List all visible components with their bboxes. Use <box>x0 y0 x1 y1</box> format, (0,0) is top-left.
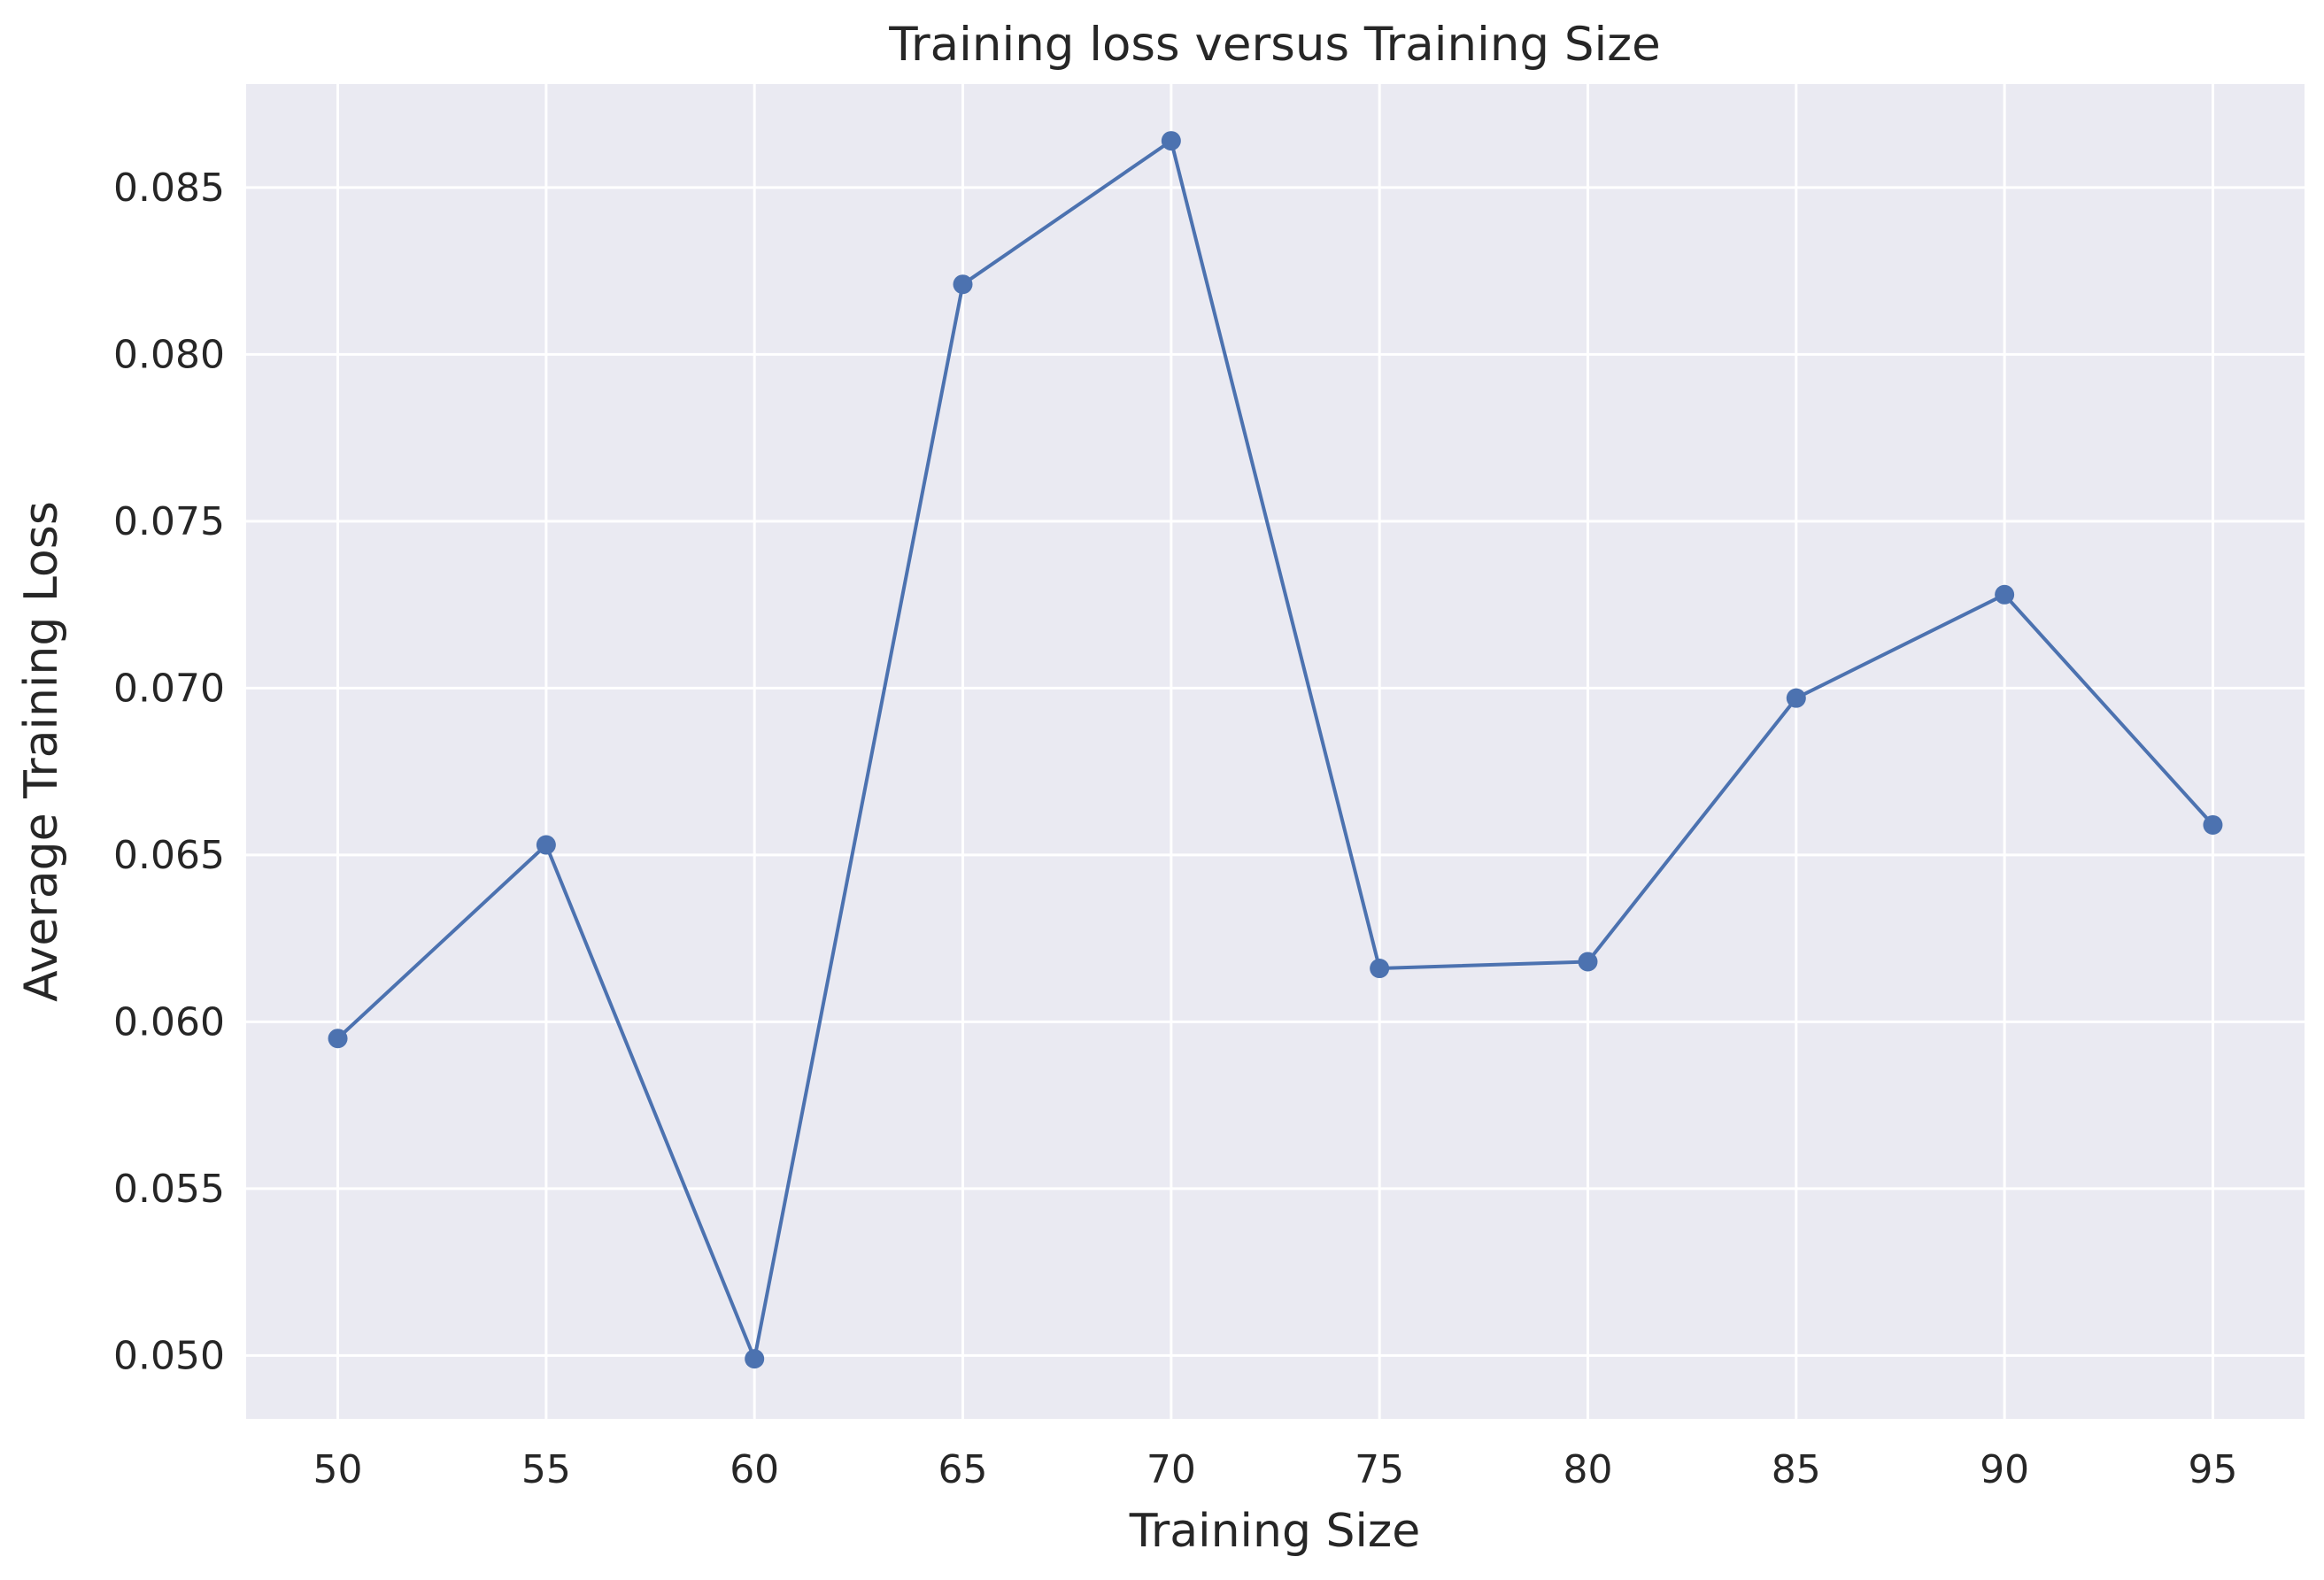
x-tick-label: 55 <box>521 1447 571 1492</box>
y-tick-labels: 0.050 0.055 0.060 0.065 0.070 0.075 0.080 0.085 <box>113 166 225 1379</box>
y-tick-label: 0.085 <box>113 166 225 211</box>
y-tick-label: 0.060 <box>113 999 225 1044</box>
y-tick-label: 0.050 <box>113 1333 225 1378</box>
data-point <box>328 1029 348 1049</box>
x-tick-label: 60 <box>730 1447 779 1492</box>
chart-title: Training loss versus Training Size <box>888 18 1660 72</box>
x-tick-label: 90 <box>1980 1447 2029 1492</box>
y-gridlines <box>246 186 2305 1357</box>
x-tick-label: 65 <box>938 1447 988 1492</box>
x-tick-label: 70 <box>1147 1447 1196 1492</box>
data-point <box>536 835 556 855</box>
y-tick-label: 0.065 <box>113 833 225 878</box>
data-point <box>2203 814 2223 835</box>
x-tick-label: 75 <box>1355 1447 1404 1492</box>
y-tick-label: 0.070 <box>113 666 225 711</box>
series-line <box>336 139 2214 1361</box>
y-tick-label: 0.055 <box>113 1167 225 1212</box>
data-point <box>745 1349 765 1369</box>
series-layer <box>328 131 2223 1369</box>
x-gridlines <box>336 84 2214 1419</box>
y-tick-label: 0.080 <box>113 332 225 377</box>
data-point <box>1786 688 1806 708</box>
x-tick-labels: 50 55 60 65 70 75 80 85 90 95 <box>313 1447 2238 1492</box>
x-tick-label: 50 <box>313 1447 363 1492</box>
x-axis-label: Training Size <box>1129 1505 1420 1558</box>
plot-area <box>246 84 2305 1419</box>
data-point <box>1370 959 1390 979</box>
x-tick-label: 80 <box>1563 1447 1612 1492</box>
y-tick-label: 0.075 <box>113 499 225 544</box>
data-point <box>1161 131 1181 151</box>
data-point <box>1578 952 1598 972</box>
data-point <box>953 274 973 295</box>
x-tick-label: 95 <box>2188 1447 2237 1492</box>
x-tick-label: 85 <box>1772 1447 1821 1492</box>
data-point <box>1995 584 2015 605</box>
y-axis-label: Average Training Loss <box>15 501 68 1002</box>
